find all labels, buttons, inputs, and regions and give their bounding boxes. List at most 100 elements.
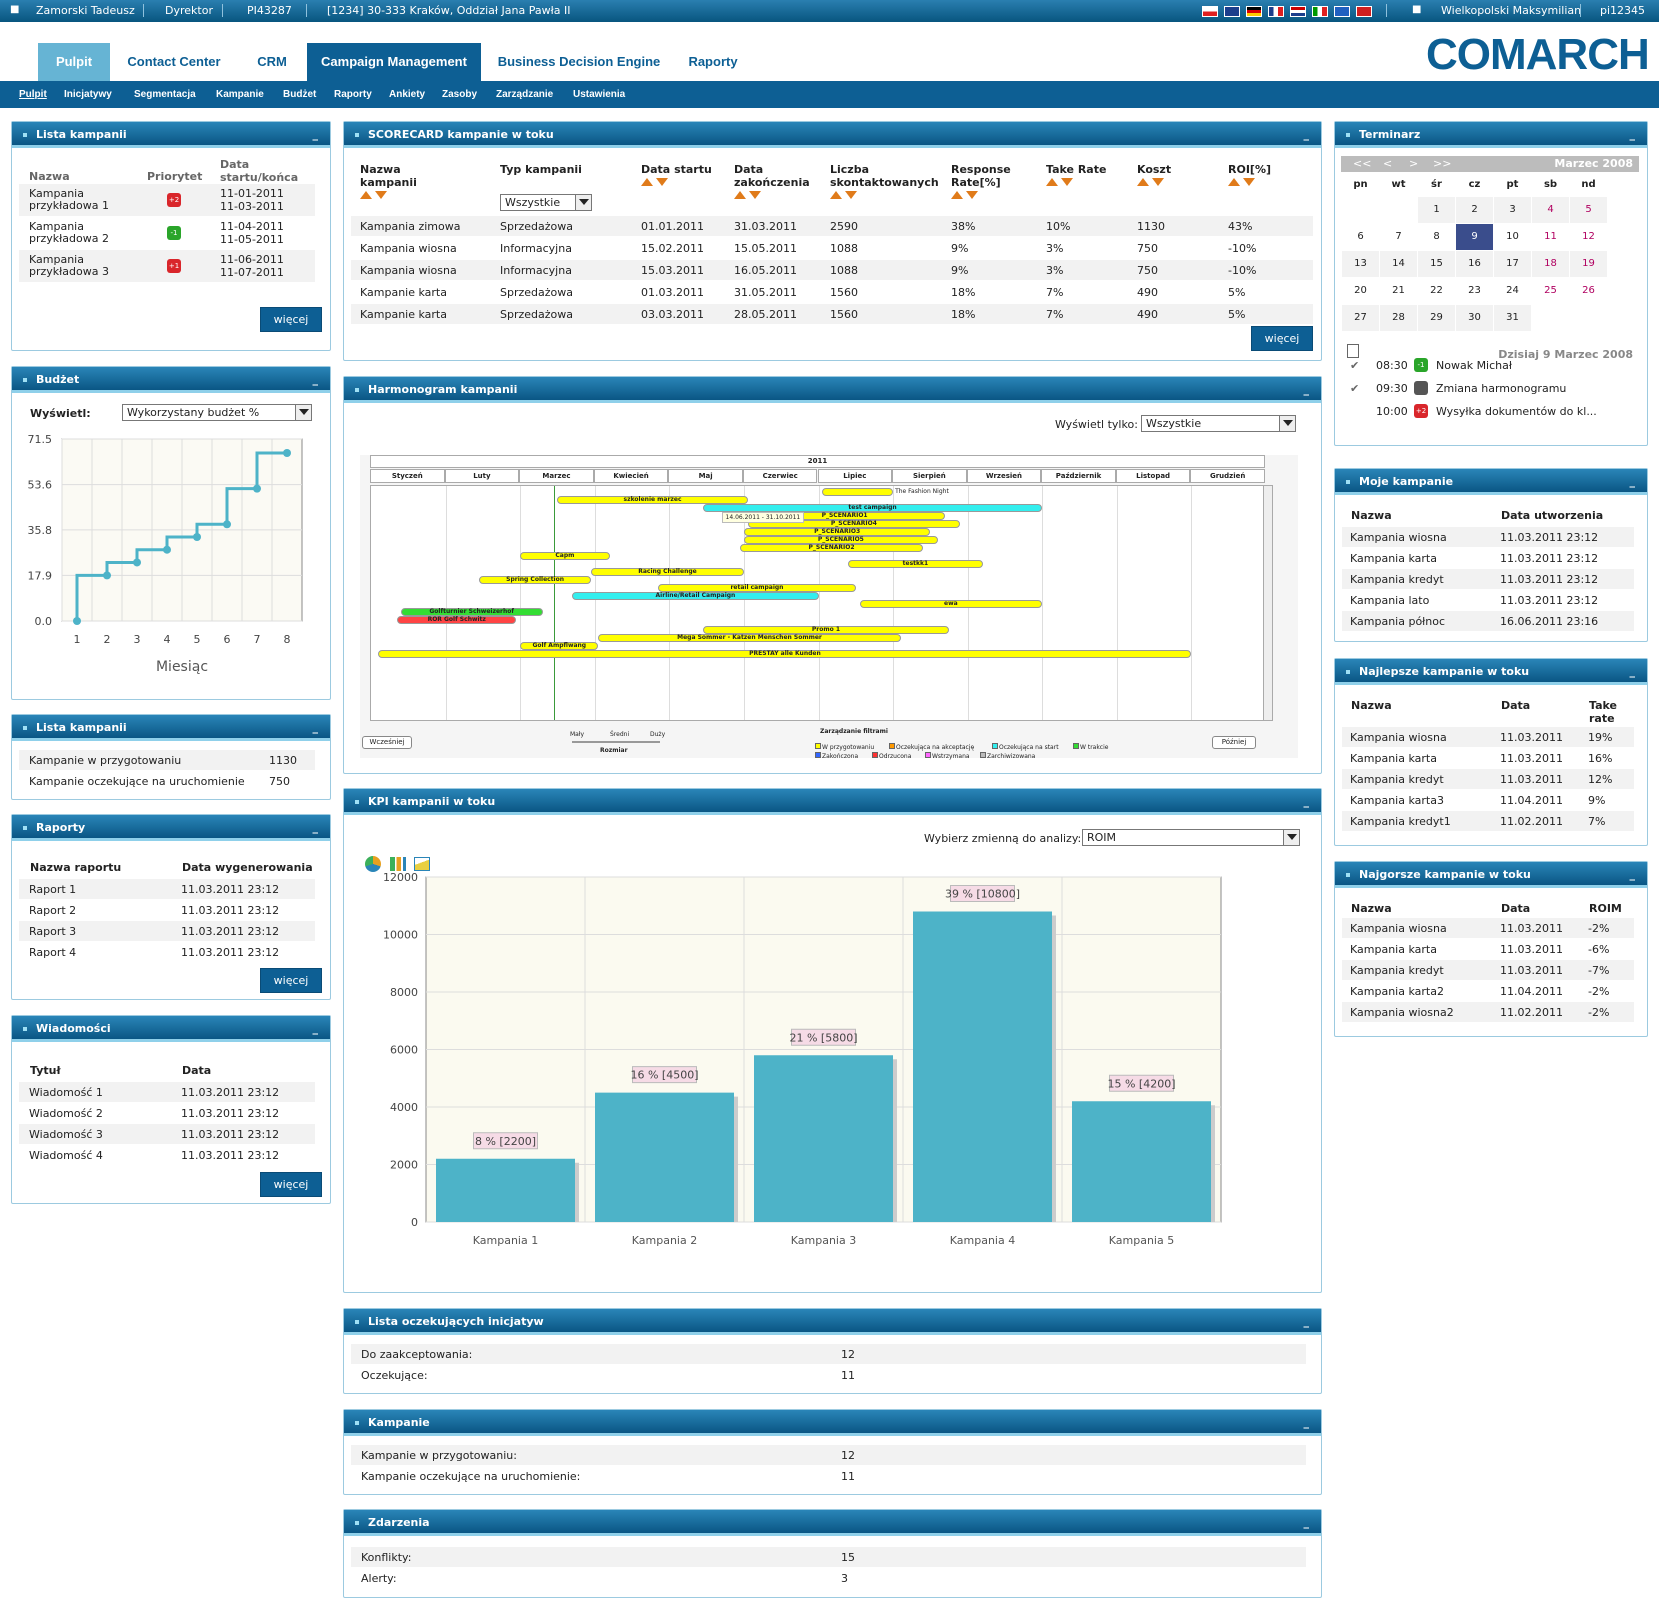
data-point[interactable]	[163, 545, 171, 554]
calendar-day[interactable]: 16	[1455, 249, 1494, 278]
vertical-scrollbar[interactable]	[1263, 485, 1273, 721]
type-filter-select[interactable]: Wszystkie	[500, 194, 592, 211]
column-header[interactable]: Koszt	[1137, 163, 1233, 189]
gantt-bar[interactable]: Airline/Retail Campaign	[572, 592, 819, 600]
sort-desc-icon[interactable]	[845, 191, 857, 199]
subtab-zarzadzanie[interactable]: Zarządzanie	[496, 89, 554, 100]
table-row[interactable]: Kampania kredyt 11.03.2011 12%	[1342, 769, 1634, 790]
gantt-bar[interactable]: PRESTAY alle Kunden	[378, 650, 1192, 658]
size-option[interactable]: Średni	[610, 731, 630, 738]
table-row[interactable]: Kampania karta2 11.04.2011 -2%	[1342, 981, 1634, 1002]
tab-contact-center[interactable]: Contact Center	[127, 54, 221, 69]
gantt-bar[interactable]: P_SCENARIO5	[743, 536, 938, 544]
gantt-bar[interactable]: P_SCENARIO3	[743, 528, 931, 536]
subtab-ustawienia[interactable]: Ustawienia	[573, 89, 626, 100]
table-row[interactable]: Raport 3 11.03.2011 23:12	[19, 921, 315, 942]
gantt-chart[interactable]: 2011 Styczeń Luty Marzec Kwiecień Maj Czerwiec…	[360, 455, 1298, 760]
sort-desc-icon[interactable]	[749, 191, 761, 199]
note-icon[interactable]	[1347, 344, 1359, 358]
calendar-day[interactable]: 3	[1493, 195, 1532, 224]
bar-chart-icon[interactable]	[390, 857, 406, 871]
gantt-bar[interactable]: testkk1	[848, 560, 983, 568]
gantt-bar[interactable]: Capm	[520, 552, 610, 560]
calendar-day[interactable]: 23	[1455, 276, 1494, 305]
budget-select[interactable]: Wykorzystany budżet %	[122, 404, 312, 421]
calendar-day[interactable]: 12	[1569, 222, 1608, 251]
table-row[interactable]: Kampania karta 11.03.2011 -6%	[1342, 939, 1634, 960]
minimize-icon[interactable]: _	[312, 1022, 319, 1035]
table-row[interactable]: Raport 1 11.03.2011 23:12	[19, 879, 315, 900]
table-row[interactable]: Kampanie karta Sprzedażowa 01.03.2011 31.05…	[351, 282, 1313, 303]
flag-pl-icon[interactable]	[1202, 6, 1218, 17]
flag-de-icon[interactable]	[1246, 6, 1262, 17]
event-item[interactable]: 10:00 +2 Wysyłka dokumentów do kl...	[1342, 400, 1634, 423]
calendar-day[interactable]: 29	[1417, 303, 1456, 332]
bar[interactable]	[1072, 1101, 1211, 1222]
list-item[interactable]: Kampanie w przygotowaniu: 12	[351, 1445, 1306, 1466]
calendar-day[interactable]: 4	[1531, 195, 1570, 224]
list-item[interactable]: Alerty: 3	[351, 1568, 1306, 1589]
calendar-day[interactable]: 5	[1569, 195, 1608, 224]
minimize-icon[interactable]: _	[1629, 128, 1636, 141]
table-row[interactable]: Kampania północ 16.06.2011 23:16	[1342, 611, 1634, 632]
minimize-icon[interactable]: _	[1303, 1315, 1310, 1328]
minimize-icon[interactable]: _	[1303, 795, 1310, 808]
minimize-icon[interactable]: _	[312, 821, 319, 834]
flag-it-icon[interactable]	[1312, 6, 1328, 17]
sort-desc-icon[interactable]	[1152, 178, 1164, 186]
list-item[interactable]: Kampanie oczekujące na uruchomienie: 11	[351, 1466, 1306, 1487]
bar[interactable]	[436, 1158, 575, 1222]
tab-business-decision-engine[interactable]: Business Decision Engine	[497, 54, 661, 69]
gantt-bar[interactable]: retail campaign	[658, 584, 856, 592]
minimize-icon[interactable]: _	[312, 373, 319, 386]
table-row[interactable]: Wiadomość 2 11.03.2011 23:12	[19, 1103, 315, 1124]
subtab-raporty[interactable]: Raporty	[334, 89, 372, 100]
column-header[interactable]: Take Rate	[1046, 163, 1142, 189]
calendar-day[interactable]: 1	[1417, 195, 1456, 224]
sort-desc-icon[interactable]	[1061, 178, 1073, 186]
more-button[interactable]: więcej	[260, 307, 322, 332]
calendar-day[interactable]: 17	[1493, 249, 1532, 278]
table-row[interactable]: Kampania karta3 11.04.2011 9%	[1342, 790, 1634, 811]
data-point[interactable]	[223, 520, 231, 529]
table-row[interactable]: Kampania wiosna 11.03.2011 19%	[1342, 727, 1634, 748]
list-item[interactable]: Kampanie w przygotowaniu 1130	[19, 750, 315, 771]
gantt-bar[interactable]: Racing Challenge	[591, 568, 744, 576]
prev-year-button[interactable]: <<	[1353, 157, 1372, 170]
sort-asc-icon[interactable]	[734, 191, 746, 199]
subtab-ankiety[interactable]: Ankiety	[389, 89, 426, 100]
legend-item[interactable]: Wstrzymana	[925, 752, 970, 760]
next-month-button[interactable]: >	[1409, 157, 1419, 170]
event-item[interactable]: ✔ 09:30 Zmiana harmonogramu	[1342, 377, 1634, 400]
subtab-inicjatywy[interactable]: Inicjatywy	[64, 89, 112, 100]
calendar-day[interactable]: 27	[1341, 303, 1380, 332]
calendar-day[interactable]: 20	[1341, 276, 1380, 305]
table-row[interactable]: Wiadomość 1 11.03.2011 23:12	[19, 1082, 315, 1103]
sort-asc-icon[interactable]	[830, 191, 842, 199]
table-row[interactable]: Kampania lato 11.03.2011 23:12	[1342, 590, 1634, 611]
subtab-segmentacja[interactable]: Segmentacja	[134, 89, 196, 100]
column-header[interactable]: Nazwa kampanii	[360, 163, 456, 202]
bar[interactable]	[913, 911, 1052, 1223]
legend-item[interactable]: W przygotowaniu	[815, 743, 874, 751]
legend-item[interactable]: Zakończona	[815, 752, 858, 760]
gantt-bar[interactable]: szkolenie marzec	[557, 496, 748, 504]
column-header[interactable]: Typ kampanii	[500, 163, 596, 176]
calendar-day[interactable]: 22	[1417, 276, 1456, 305]
minimize-icon[interactable]: _	[312, 128, 319, 141]
gantt-bar[interactable]: Golf Ampflwang	[520, 642, 599, 650]
pie-chart-icon[interactable]	[365, 856, 381, 872]
gantt-bar[interactable]: ROR Golf Schwitz	[397, 616, 517, 624]
flag-nl-icon[interactable]	[1290, 6, 1306, 17]
column-header[interactable]: Data zakończenia	[734, 163, 830, 202]
tab-pulpit[interactable]: Pulpit	[38, 43, 110, 81]
minimize-icon[interactable]: _	[312, 721, 319, 734]
gantt-bar[interactable]: ewa	[859, 600, 1043, 608]
sort-asc-icon[interactable]	[360, 191, 372, 199]
earlier-button[interactable]: Wcześniej	[362, 736, 412, 749]
calendar-day[interactable]: 28	[1379, 303, 1418, 332]
table-row[interactable]: Kampania kredyt1 11.02.2011 7%	[1342, 811, 1634, 832]
table-row[interactable]: Wiadomość 4 11.03.2011 23:12	[19, 1145, 315, 1166]
calendar-day[interactable]: 14	[1379, 249, 1418, 278]
minimize-icon[interactable]: _	[1303, 128, 1310, 141]
